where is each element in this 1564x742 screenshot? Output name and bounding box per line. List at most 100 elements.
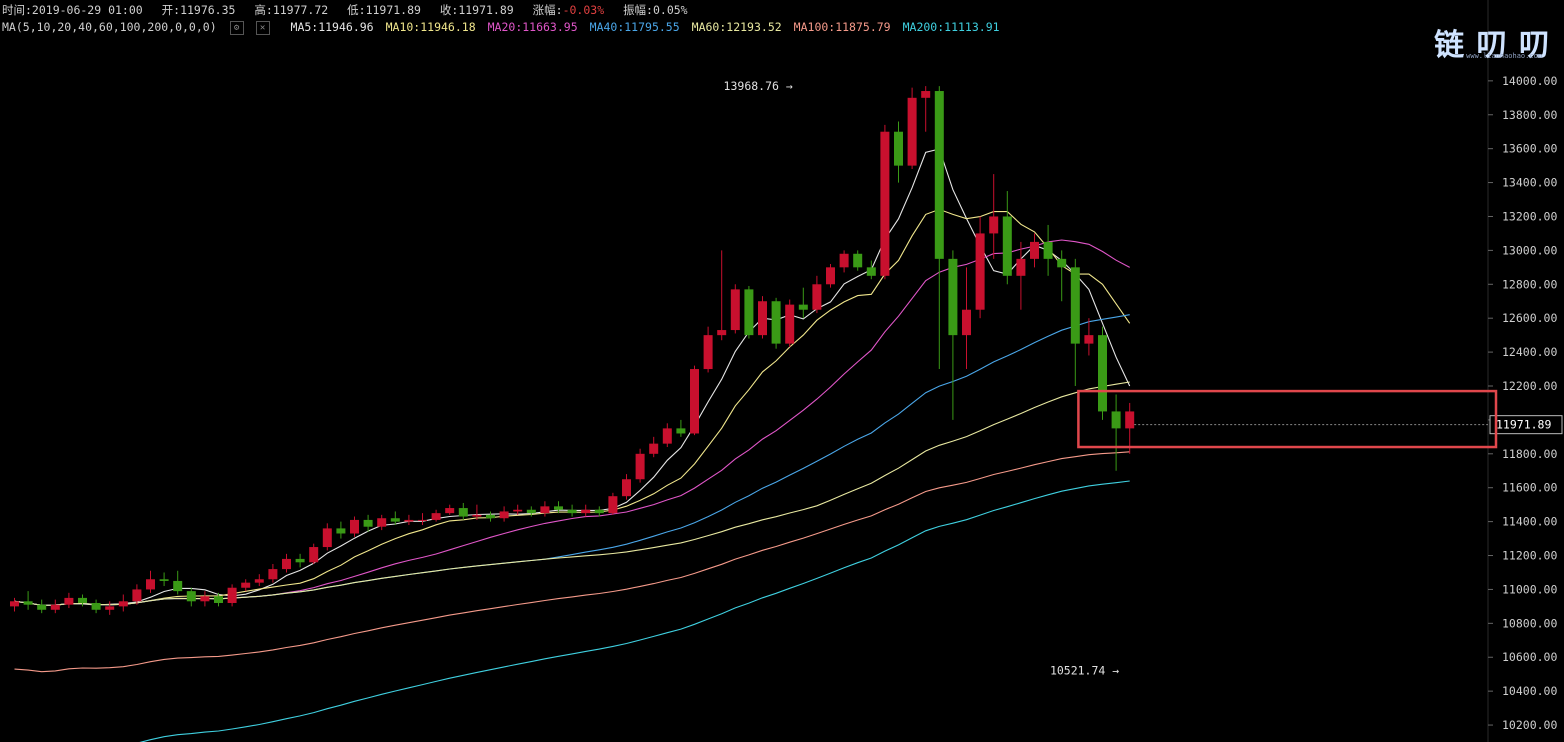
- y-tick-label: 11400.00: [1502, 515, 1557, 529]
- candle-body: [1043, 241, 1053, 259]
- y-tick-label: 10400.00: [1502, 684, 1557, 698]
- candle-body: [554, 506, 563, 510]
- candle-body: [690, 369, 699, 434]
- y-tick-label: 10200.00: [1502, 718, 1557, 732]
- candle-body: [227, 587, 237, 603]
- y-tick-label: 13800.00: [1502, 108, 1557, 122]
- candle-body: [50, 604, 60, 610]
- candle-body: [1111, 411, 1121, 429]
- candle-body: [1057, 258, 1067, 268]
- candle-body: [717, 330, 727, 336]
- candle-body: [839, 253, 849, 268]
- current-price-label: 11971.89: [1496, 418, 1551, 432]
- change-label: 涨幅:: [532, 3, 563, 17]
- extreme-annotation: 13968.76 →: [724, 79, 793, 93]
- candle-body: [785, 304, 795, 344]
- ma-legend-item: MA200:11113.91: [902, 20, 1000, 34]
- ma-10-line: [14, 208, 1131, 606]
- y-tick-label: 13200.00: [1502, 209, 1557, 223]
- candle-body: [771, 301, 781, 344]
- candle-body: [934, 91, 944, 259]
- candle-body: [948, 258, 958, 336]
- candle-body: [594, 509, 604, 514]
- y-tick-label: 12400.00: [1502, 345, 1557, 359]
- ma-legend-item: MA40:11795.55: [589, 20, 680, 34]
- y-tick-label: 10600.00: [1502, 650, 1557, 664]
- candle-body: [10, 601, 19, 607]
- y-tick-label: 11000.00: [1502, 582, 1557, 596]
- candle-body: [445, 508, 455, 514]
- candle-body: [540, 506, 550, 514]
- y-tick-label: 11800.00: [1502, 447, 1557, 461]
- candle-body: [118, 601, 128, 607]
- ma-200-line: [139, 480, 1130, 742]
- candle-body: [798, 304, 808, 310]
- ma-legend-item: MA10:11946.18: [385, 20, 476, 34]
- ohlc-info-bar: 时间:2019-06-29 01:00 开:11976.35 高:11977.7…: [2, 2, 700, 18]
- extreme-annotation: 10521.74 →: [1050, 664, 1119, 678]
- candle-body: [418, 519, 427, 521]
- candle-body: [744, 289, 754, 336]
- candle-body: [581, 509, 591, 514]
- y-tick-label: 11600.00: [1502, 481, 1557, 495]
- candle-body: [268, 569, 278, 580]
- y-tick-label: 11200.00: [1502, 549, 1557, 563]
- candle-body: [377, 518, 387, 527]
- gear-icon[interactable]: ⚙: [229, 20, 244, 35]
- candle-body: [880, 131, 890, 276]
- candle-body: [295, 558, 305, 563]
- low-label: 低:11971.89: [347, 3, 421, 17]
- candle-body: [282, 558, 291, 570]
- candle-body: [404, 519, 414, 522]
- candle-body: [336, 528, 346, 534]
- candle-body: [431, 513, 441, 520]
- candle-body: [866, 267, 876, 276]
- candle-body: [1084, 335, 1094, 344]
- candle-body: [812, 284, 822, 310]
- candle-body: [350, 519, 359, 534]
- candle-body: [64, 597, 74, 605]
- candle-body: [853, 253, 863, 268]
- ma-legend-item: MA60:12193.52: [691, 20, 782, 34]
- y-tick-label: 12600.00: [1502, 311, 1557, 325]
- close-label: 收:11971.89: [439, 3, 514, 17]
- candle-body: [132, 589, 142, 602]
- ma-20-line: [14, 239, 1130, 606]
- candle-body: [826, 267, 835, 285]
- candle-body: [635, 453, 645, 480]
- y-tick-label: 12800.00: [1502, 277, 1557, 291]
- candle-body: [472, 514, 482, 517]
- candle-body: [363, 519, 373, 527]
- y-tick-label: 12200.00: [1502, 379, 1557, 393]
- candle-body: [214, 596, 223, 603]
- candle-body: [1030, 241, 1039, 259]
- candle-body: [173, 580, 183, 592]
- ma-legend-item: MA20:11663.95: [487, 20, 578, 34]
- highlight-box: [1077, 389, 1498, 449]
- candle-body: [894, 131, 903, 166]
- candle-body: [513, 509, 523, 512]
- ma-60-line: [14, 381, 1130, 606]
- y-tick-label: 13400.00: [1502, 176, 1557, 190]
- open-label: 开:11976.35: [161, 3, 236, 17]
- candle-body: [662, 428, 672, 444]
- ma-legend-bar: MA(5,10,20,40,60,100,200,0,0,0) ⚙ ✕ MA5:1…: [2, 20, 1024, 35]
- ma-100-line: [14, 451, 1130, 673]
- candle-body: [78, 597, 87, 603]
- change-value: -0.03%: [562, 3, 605, 17]
- candle-body: [676, 428, 686, 434]
- candle-body: [322, 528, 332, 548]
- candle-body: [91, 602, 101, 610]
- candle-body: [567, 509, 577, 514]
- ma-items: MA5:11946.96 MA10:11946.18 MA20:11663.95 MA…: [291, 20, 1012, 34]
- candle-body: [730, 289, 740, 331]
- close-icon[interactable]: ✕: [255, 20, 270, 35]
- candle-body: [649, 443, 659, 454]
- candle-body: [499, 511, 509, 519]
- ma-legend-item: MA100:11875.79: [793, 20, 891, 34]
- candle-body: [921, 91, 931, 98]
- candle-body: [1125, 411, 1135, 429]
- candle-body: [458, 508, 468, 517]
- candle-body: [146, 579, 155, 590]
